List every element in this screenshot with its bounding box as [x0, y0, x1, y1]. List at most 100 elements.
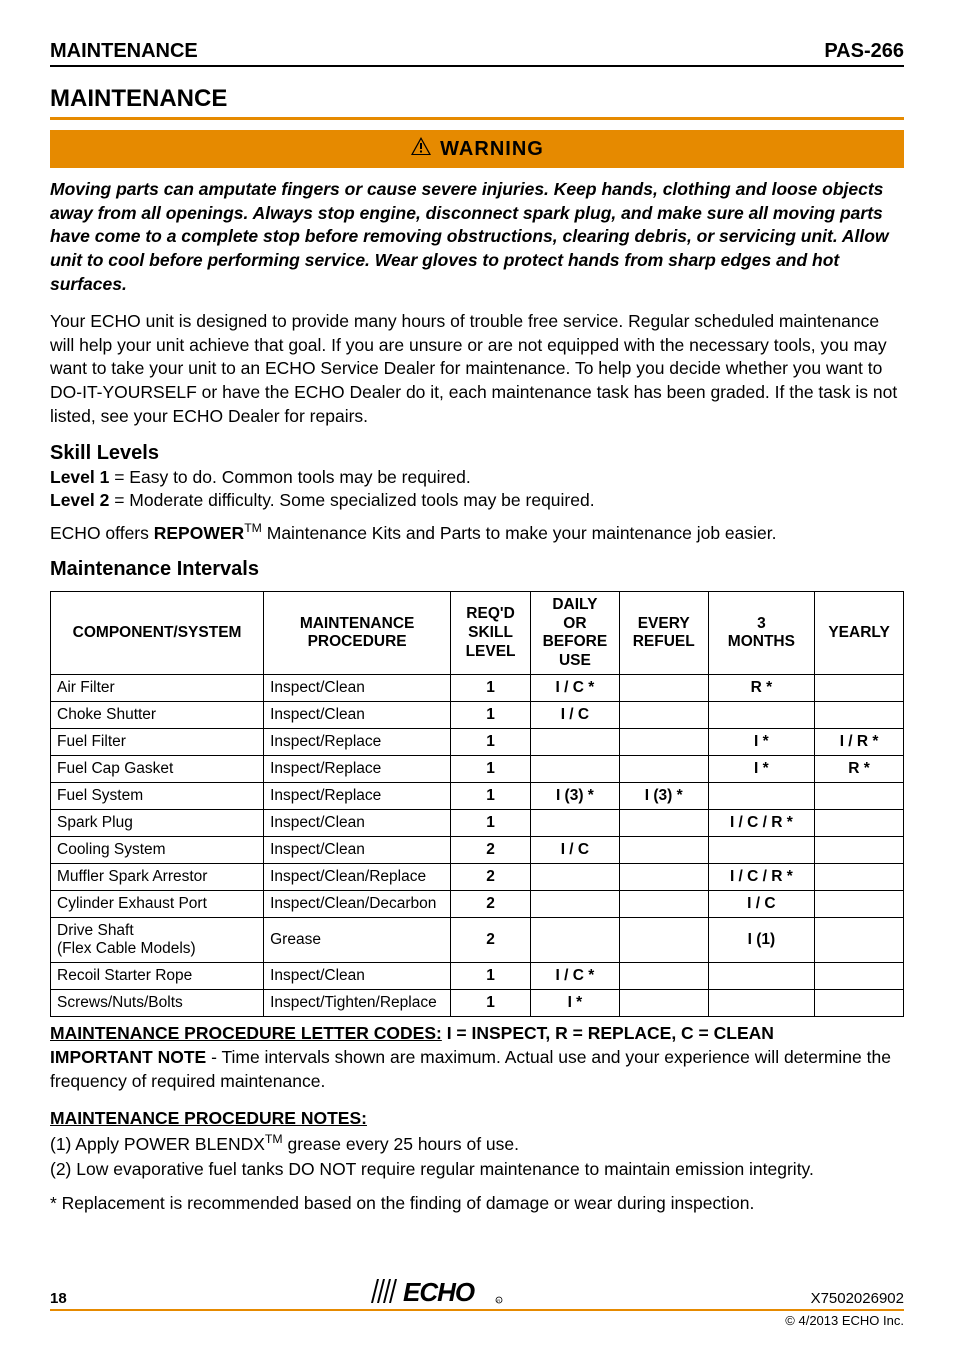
table-cell: Fuel Cap Gasket — [51, 756, 264, 783]
table-cell: Grease — [264, 918, 451, 963]
table-cell: I (1) — [708, 918, 815, 963]
table-cell: Inspect/Clean — [264, 837, 451, 864]
codes-label: MAINTENANCE PROCEDURE LETTER CODES: — [50, 1023, 442, 1043]
table-cell: I * — [708, 729, 815, 756]
table-cell: I (3) * — [619, 783, 708, 810]
table-cell: Inspect/Clean — [264, 675, 451, 702]
table-cell: Inspect/Clean — [264, 963, 451, 990]
level1-label: Level 1 — [50, 467, 109, 487]
table-cell — [815, 783, 904, 810]
table-cell — [531, 891, 620, 918]
table-row: Fuel FilterInspect/Replace1I *I / R * — [51, 729, 904, 756]
notes-heading: MAINTENANCE PROCEDURE NOTES: — [50, 1108, 904, 1129]
col-daily: DAILYORBEFOREUSE — [531, 592, 620, 675]
table-row: Spark PlugInspect/Clean1I / C / R * — [51, 810, 904, 837]
table-cell: I / C / R * — [708, 810, 815, 837]
svg-text:R: R — [497, 1298, 500, 1303]
col-skill: REQ'DSKILLLEVEL — [451, 592, 531, 675]
copyright: © 4/2013 ECHO Inc. — [50, 1313, 904, 1328]
table-cell: 1 — [451, 963, 531, 990]
intervals-heading: Maintenance Intervals — [50, 558, 904, 581]
maintenance-table: COMPONENT/SYSTEM MAINTENANCE PROCEDURE R… — [50, 591, 904, 1017]
table-cell — [815, 990, 904, 1017]
table-cell: 2 — [451, 837, 531, 864]
table-cell — [708, 783, 815, 810]
note1-tm: TM — [265, 1132, 283, 1146]
table-row: Cylinder Exhaust PortInspect/Clean/Decar… — [51, 891, 904, 918]
table-cell — [619, 837, 708, 864]
skill-level-2: Level 2 = Moderate difficulty. Some spec… — [50, 490, 904, 511]
table-cell: Choke Shutter — [51, 702, 264, 729]
table-cell: 2 — [451, 918, 531, 963]
table-cell: Recoil Starter Rope — [51, 963, 264, 990]
col-refuel: EVERYREFUEL — [619, 592, 708, 675]
table-cell — [815, 810, 904, 837]
table-cell: 1 — [451, 756, 531, 783]
warning-text: Moving parts can amputate fingers or cau… — [50, 178, 904, 296]
table-row: Drive Shaft(Flex Cable Models)Grease2 I (… — [51, 918, 904, 963]
level2-label: Level 2 — [50, 490, 109, 510]
table-cell: Drive Shaft(Flex Cable Models) — [51, 918, 264, 963]
table-cell — [619, 729, 708, 756]
warning-icon — [410, 136, 432, 162]
level1-text: = Easy to do. Common tools may be requir… — [109, 467, 470, 487]
repower-pre: ECHO offers — [50, 523, 154, 543]
codes-text: I = INSPECT, R = REPLACE, C = CLEAN — [442, 1023, 774, 1043]
table-cell: 1 — [451, 675, 531, 702]
table-cell: Cylinder Exhaust Port — [51, 891, 264, 918]
note-star: * Replacement is recommended based on th… — [50, 1192, 904, 1216]
footer-divider — [50, 1309, 904, 1311]
table-cell: Screws/Nuts/Bolts — [51, 990, 264, 1017]
table-cell: Inspect/Clean — [264, 810, 451, 837]
intro-text: Your ECHO unit is designed to provide ma… — [50, 310, 904, 428]
note1-post: grease every 25 hours of use. — [283, 1134, 519, 1154]
table-cell: I (3) * — [531, 783, 620, 810]
warning-bar: WARNING — [50, 130, 904, 168]
table-cell: Fuel System — [51, 783, 264, 810]
repower-line: ECHO offers REPOWERTM Maintenance Kits a… — [50, 521, 904, 544]
table-cell — [619, 675, 708, 702]
skill-level-1: Level 1 = Easy to do. Common tools may b… — [50, 467, 904, 488]
table-cell: 1 — [451, 990, 531, 1017]
table-cell — [531, 729, 620, 756]
table-cell: Inspect/Tighten/Replace — [264, 990, 451, 1017]
table-cell: I / C — [531, 702, 620, 729]
table-cell — [815, 891, 904, 918]
header-left: MAINTENANCE — [50, 40, 198, 63]
table-cell: Inspect/Replace — [264, 756, 451, 783]
footer: 18 ECHO R X7502026902 © 4/2013 ECHO Inc. — [50, 1275, 904, 1328]
table-cell — [815, 675, 904, 702]
table-cell — [619, 891, 708, 918]
table-cell — [619, 810, 708, 837]
table-cell: Inspect/Replace — [264, 783, 451, 810]
header-right: PAS-266 — [824, 40, 904, 63]
important-label: IMPORTANT NOTE — [50, 1047, 206, 1067]
table-cell — [619, 756, 708, 783]
table-cell — [815, 918, 904, 963]
warning-label: WARNING — [440, 138, 544, 161]
table-cell: R * — [708, 675, 815, 702]
table-cell: I * — [708, 756, 815, 783]
table-cell — [815, 864, 904, 891]
table-cell — [815, 963, 904, 990]
table-cell — [619, 864, 708, 891]
table-cell: 2 — [451, 864, 531, 891]
table-row: Fuel Cap GasketInspect/Replace1I *R * — [51, 756, 904, 783]
main-title: MAINTENANCE — [50, 85, 904, 120]
table-cell: I / R * — [815, 729, 904, 756]
page-number: 18 — [50, 1290, 67, 1307]
table-cell: Inspect/Clean/Decarbon — [264, 891, 451, 918]
table-cell: I / C — [708, 891, 815, 918]
doc-id: X7502026902 — [811, 1290, 904, 1307]
table-cell: Fuel Filter — [51, 729, 264, 756]
table-cell — [619, 918, 708, 963]
table-cell: Inspect/Replace — [264, 729, 451, 756]
note1-pre: (1) Apply POWER BLENDX — [50, 1134, 265, 1154]
repower-tm: TM — [244, 521, 262, 535]
table-cell: Muffler Spark Arrestor — [51, 864, 264, 891]
table-row: Screws/Nuts/BoltsInspect/Tighten/Replace… — [51, 990, 904, 1017]
table-header-row: COMPONENT/SYSTEM MAINTENANCE PROCEDURE R… — [51, 592, 904, 675]
table-cell: Air Filter — [51, 675, 264, 702]
table-cell — [531, 918, 620, 963]
col-component: COMPONENT/SYSTEM — [51, 592, 264, 675]
